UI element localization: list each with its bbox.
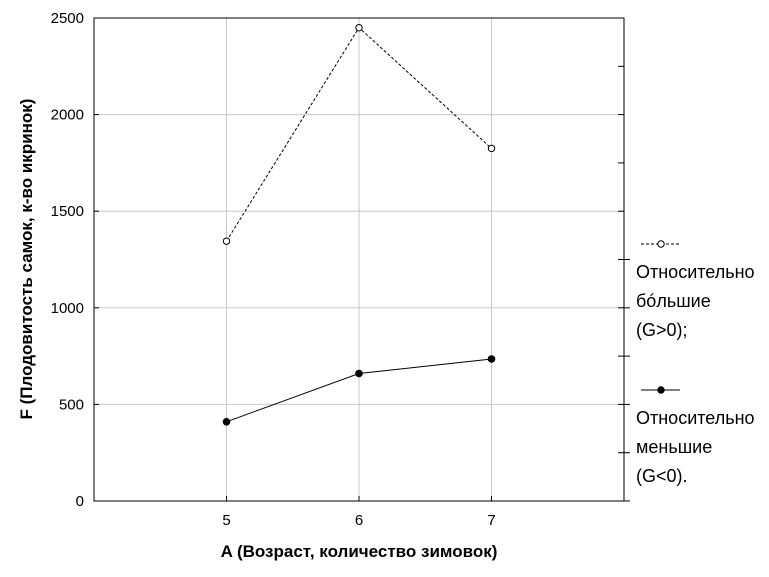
x-tick-label: 6 <box>355 512 363 529</box>
legend: Относительно бóльшие (G>0); Относительно мен… <box>636 240 755 486</box>
axes: 0 500 1000 1500 2000 2500 5 6 7 <box>51 10 630 529</box>
y-tick-label: 0 <box>76 493 84 510</box>
legend-label: бóльшие <box>636 291 711 311</box>
x-axis-label: A (Возраст, количество зимовок) <box>221 542 498 561</box>
data-point <box>355 369 363 378</box>
legend-label: Относительно <box>636 262 755 282</box>
y-tick-label: 2000 <box>51 107 84 124</box>
x-tick-label: 5 <box>222 512 230 529</box>
data-point <box>487 144 496 153</box>
series-2 <box>222 355 496 426</box>
y-tick-label: 1500 <box>51 203 84 220</box>
legend-label: (G<0). <box>636 466 688 486</box>
data-point <box>222 237 231 245</box>
data-point <box>355 23 363 32</box>
y-tick-label: 2500 <box>51 10 84 27</box>
y-axis-label: F (Плодовитость самок, к-во икринок) <box>17 99 36 420</box>
legend-item-2: Относительно меньшие (G<0). <box>636 386 755 486</box>
legend-label: Относительно <box>636 408 755 428</box>
series-layer <box>222 23 496 426</box>
data-point <box>487 355 496 363</box>
legend-label: (G>0); <box>636 320 688 340</box>
legend-label: меньшие <box>636 437 712 457</box>
x-tick-label: 7 <box>487 512 495 529</box>
legend-marker <box>657 386 665 394</box>
grid-lines <box>94 17 624 501</box>
y-tick-label: 1000 <box>51 300 84 317</box>
legend-item-1: Относительно бóльшие (G>0); <box>636 240 755 340</box>
legend-marker <box>657 240 665 248</box>
series-1 <box>222 23 496 245</box>
y-tick-label: 500 <box>59 396 84 413</box>
data-point <box>222 417 231 426</box>
